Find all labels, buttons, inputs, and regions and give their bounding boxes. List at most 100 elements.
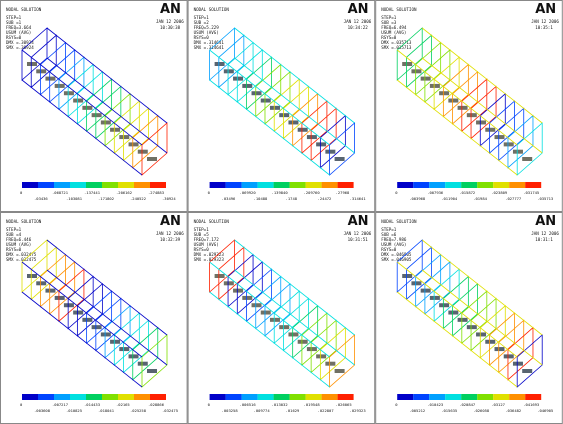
member — [242, 295, 253, 300]
legend-swatch — [38, 182, 54, 188]
legend-swatch — [22, 394, 38, 400]
legend-label: .005212 — [409, 408, 425, 413]
legend-label: .007936 — [427, 190, 444, 195]
legend-label: .03496 — [222, 196, 236, 201]
frame-rail — [396, 239, 543, 388]
legend-swatch — [397, 394, 414, 400]
legend-swatch — [150, 394, 166, 400]
legend-label: .103081 — [66, 196, 83, 201]
member — [110, 339, 121, 344]
legend-label: .10488 — [254, 196, 268, 201]
legend-label: .026058 — [473, 408, 490, 413]
info-line: FREQ=5.229 — [194, 25, 220, 30]
legend-swatch — [225, 182, 242, 188]
info-line: DMX =.046905 — [381, 252, 412, 257]
info-line: FREQ=6.494 — [381, 25, 407, 30]
member — [147, 369, 157, 373]
legend-label: .027777 — [505, 196, 521, 201]
legend-label: .03436 — [34, 196, 48, 201]
member — [73, 98, 84, 103]
info-line: DMX =.032475 — [6, 252, 37, 257]
legend-swatch — [305, 182, 322, 188]
info-line: SMX =.046905 — [381, 257, 412, 262]
info-line: RSYS=0 — [194, 35, 210, 40]
info-line: SMX =.032475 — [6, 257, 37, 262]
legend-swatch — [273, 182, 290, 188]
time: 10:35:1 — [535, 25, 553, 30]
member — [316, 354, 327, 359]
member — [27, 62, 37, 66]
member — [91, 325, 102, 330]
member — [429, 83, 440, 88]
member — [522, 369, 533, 373]
legend-label: .022807 — [318, 408, 334, 413]
legend-label: 0 — [395, 190, 398, 195]
member — [466, 113, 477, 118]
date: JAN 12 2006 — [531, 19, 559, 24]
legend-swatch — [134, 182, 150, 188]
member — [503, 354, 514, 359]
date: JAN 12 2006 — [156, 231, 184, 236]
frame-rail — [209, 239, 355, 388]
legend-swatch — [337, 182, 354, 188]
member — [54, 83, 65, 88]
member — [147, 157, 157, 161]
member — [45, 76, 56, 81]
legend-swatch — [525, 182, 542, 188]
info-line: STEP=1 — [194, 15, 210, 20]
legend-label: .274883 — [148, 190, 164, 195]
member — [128, 142, 139, 147]
legend-label: .032475 — [162, 408, 178, 413]
legend-swatch — [493, 182, 510, 188]
legend-label: .02165 — [116, 402, 130, 407]
member — [402, 62, 413, 66]
info-line: STEP=1 — [381, 15, 397, 20]
member — [476, 120, 487, 125]
member — [522, 157, 533, 161]
member — [411, 281, 422, 286]
legend-label: .014433 — [84, 402, 100, 407]
member — [457, 317, 468, 322]
wireframe — [209, 27, 356, 176]
legend-swatch — [445, 182, 462, 188]
member — [128, 354, 139, 359]
info-line: STEP=1 — [194, 227, 210, 232]
legend-label: .206162 — [116, 190, 132, 195]
legend-swatch — [241, 182, 258, 188]
time: 10:30:38 — [160, 25, 181, 30]
member — [402, 274, 413, 278]
legend-swatch — [493, 394, 510, 400]
time: 10:31:1 — [535, 237, 553, 242]
info-line: USUM (AVG) — [381, 30, 406, 35]
member — [269, 317, 280, 322]
title: NODAL SOLUTION — [6, 7, 42, 12]
info-line: SUB =2 — [194, 20, 210, 25]
legend-swatch — [477, 394, 494, 400]
info-line: FREQ=6.446 — [6, 237, 32, 242]
member — [503, 142, 514, 147]
legend-swatch — [509, 394, 526, 400]
member — [63, 91, 74, 96]
legend-swatch — [54, 182, 70, 188]
legend-label: .068721 — [52, 190, 69, 195]
legend-label: .209760 — [304, 190, 321, 195]
member — [73, 310, 84, 315]
title: NODAL SOLUTION — [194, 7, 230, 12]
legend-label: .046905 — [537, 408, 553, 413]
logo: AN — [160, 214, 181, 229]
wireframe — [209, 239, 356, 388]
member — [457, 105, 468, 110]
legend-label: .007217 — [52, 402, 68, 407]
legend-swatch — [413, 182, 430, 188]
legend-swatch — [70, 394, 86, 400]
info-line: USUM (AVG) — [381, 242, 406, 247]
legend-swatch — [209, 182, 226, 188]
member — [325, 149, 336, 154]
info-line: STEP=1 — [6, 15, 22, 20]
panel-frame — [187, 212, 376, 424]
legend-label: 0 — [20, 190, 23, 195]
time: 10:34:22 — [348, 25, 369, 30]
member — [439, 91, 450, 96]
legend-label: .036482 — [505, 408, 521, 413]
